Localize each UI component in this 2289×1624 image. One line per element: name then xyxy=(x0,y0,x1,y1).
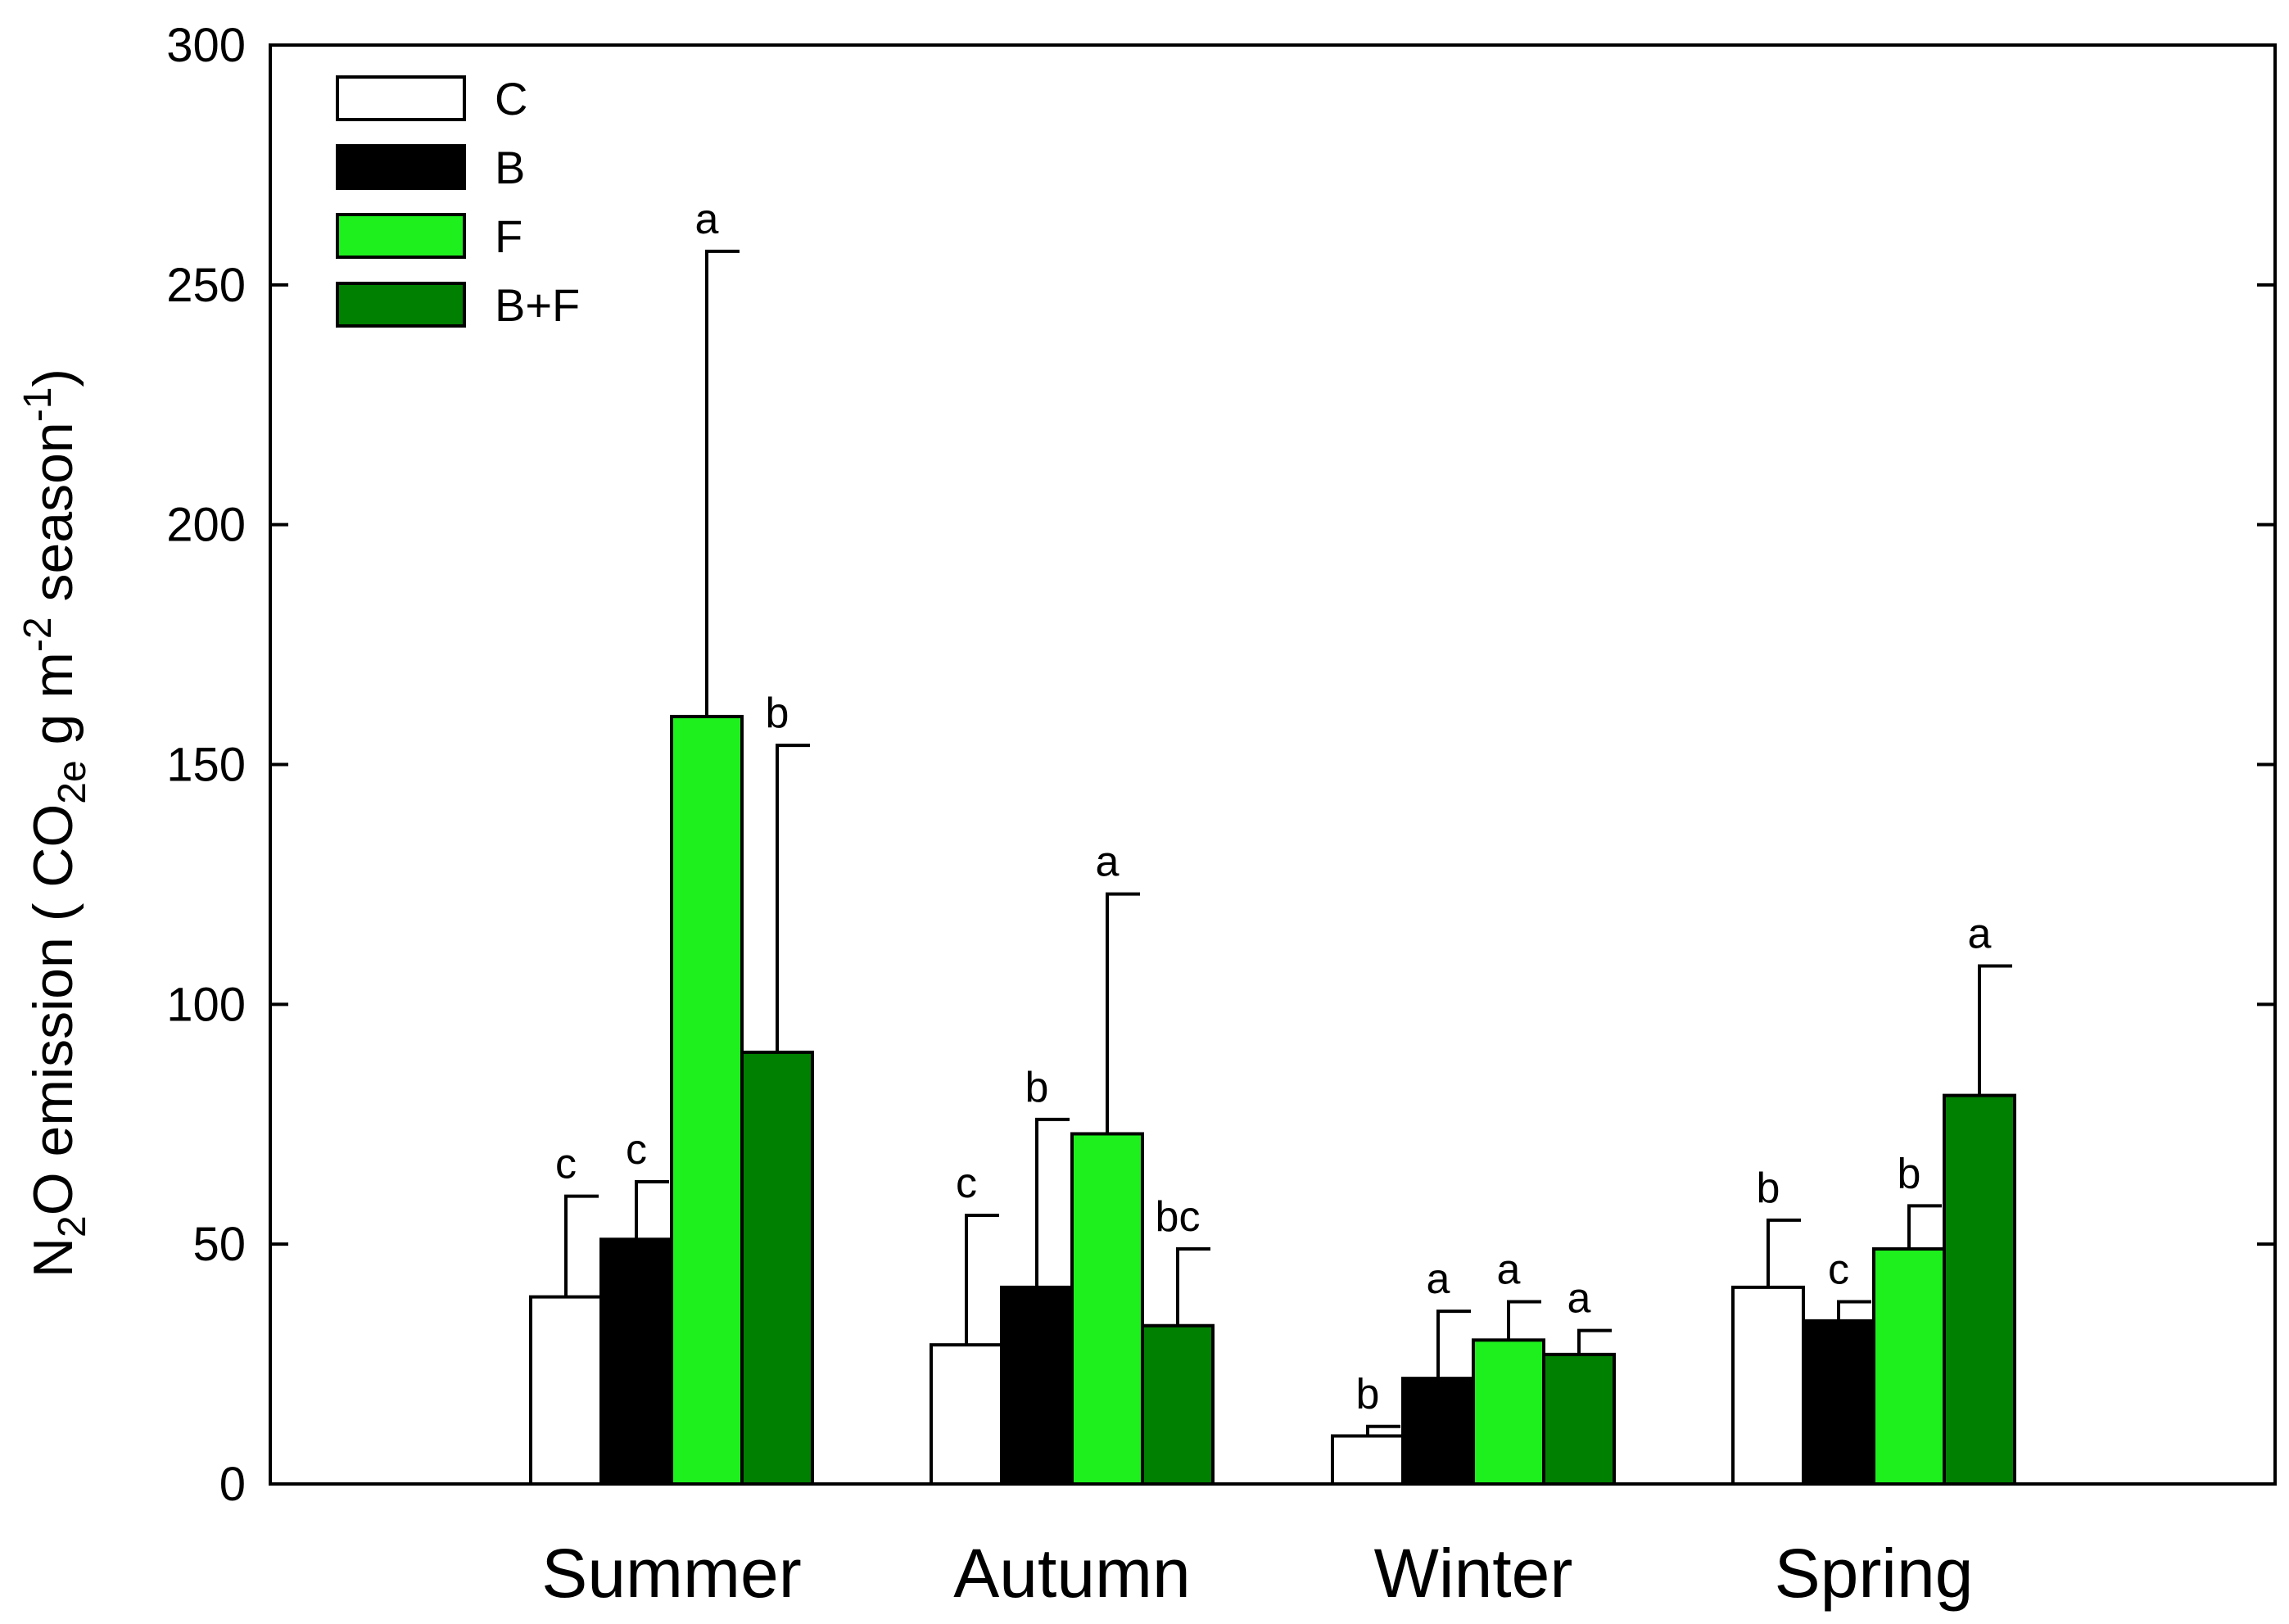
ylabel-part: season xyxy=(22,422,84,617)
bar xyxy=(1802,1319,1875,1486)
x-axis: Summer Autumn Winter Spring xyxy=(541,1535,1973,1612)
significance-letter: b xyxy=(1757,1165,1780,1212)
y-tick-label: 250 xyxy=(166,259,246,312)
legend-swatch xyxy=(336,75,466,121)
bar xyxy=(740,1050,814,1486)
significance-letter: a xyxy=(1497,1246,1521,1293)
ylabel-sup: -1 xyxy=(16,387,60,423)
bar xyxy=(1731,1285,1805,1486)
significance-letter: c xyxy=(956,1160,977,1207)
y-tick-label: 0 xyxy=(219,1458,246,1511)
y-tick-label: 150 xyxy=(166,739,246,792)
bar xyxy=(1070,1132,1144,1486)
ylabel-part: g m xyxy=(22,652,84,760)
bar xyxy=(930,1343,1003,1486)
y-tick-label: 100 xyxy=(166,978,246,1031)
ylabel-part: N xyxy=(22,1237,84,1278)
y-axis: 0 50 100 150 200 250 300 xyxy=(166,19,2275,1511)
ylabel-sub: 2e xyxy=(51,760,94,803)
bar xyxy=(1401,1377,1475,1486)
significance-letter: b xyxy=(766,690,789,737)
bar xyxy=(670,714,744,1486)
significance-letter: bc xyxy=(1156,1193,1201,1241)
significance-letter: a xyxy=(1567,1275,1591,1323)
bar xyxy=(599,1237,673,1486)
significance-letter: b xyxy=(1025,1064,1049,1111)
legend: CBF B+F xyxy=(336,73,580,331)
x-category-label: Winter xyxy=(1374,1535,1573,1612)
significance-letter: c xyxy=(555,1141,577,1188)
ylabel-part: ) xyxy=(22,369,84,387)
significance-letter: c xyxy=(626,1126,647,1174)
significance-letter: a xyxy=(1968,910,1992,957)
legend-label: F xyxy=(495,210,522,262)
ylabel-sub: 2 xyxy=(51,1215,94,1237)
x-category-label: Spring xyxy=(1775,1535,1974,1612)
legend-label: C xyxy=(495,73,527,124)
y-axis-title: N2O emission ( CO2e g m-2 season-1) xyxy=(16,369,94,1278)
bar xyxy=(1943,1093,2016,1486)
x-category-label: Autumn xyxy=(953,1535,1191,1612)
y-tick-label: 200 xyxy=(166,499,246,552)
bar xyxy=(529,1295,603,1486)
x-category-label: Summer xyxy=(541,1535,801,1612)
bar xyxy=(1000,1285,1074,1486)
legend-swatch xyxy=(336,144,466,190)
bar xyxy=(1331,1434,1405,1486)
significance-letter: b xyxy=(1898,1150,1921,1197)
significance-letter: a xyxy=(695,196,719,243)
bar xyxy=(1542,1352,1616,1486)
significance-letter: b xyxy=(1356,1371,1380,1418)
y-tick-label: 50 xyxy=(192,1218,246,1271)
ylabel-sup: -2 xyxy=(16,617,60,652)
legend-swatch xyxy=(336,282,466,328)
legend-label: B+F xyxy=(495,279,580,331)
legend-label: B xyxy=(495,142,525,193)
ylabel-part: O emission ( CO xyxy=(22,804,84,1216)
legend-swatch xyxy=(336,213,466,259)
bar xyxy=(1872,1247,1946,1486)
significance-letter: c xyxy=(1828,1246,1849,1293)
bar xyxy=(1141,1323,1215,1486)
y-tick-label: 300 xyxy=(166,19,246,72)
significance-letter: a xyxy=(1096,839,1120,886)
significance-letter: a xyxy=(1427,1255,1450,1303)
bar xyxy=(1472,1338,1545,1486)
